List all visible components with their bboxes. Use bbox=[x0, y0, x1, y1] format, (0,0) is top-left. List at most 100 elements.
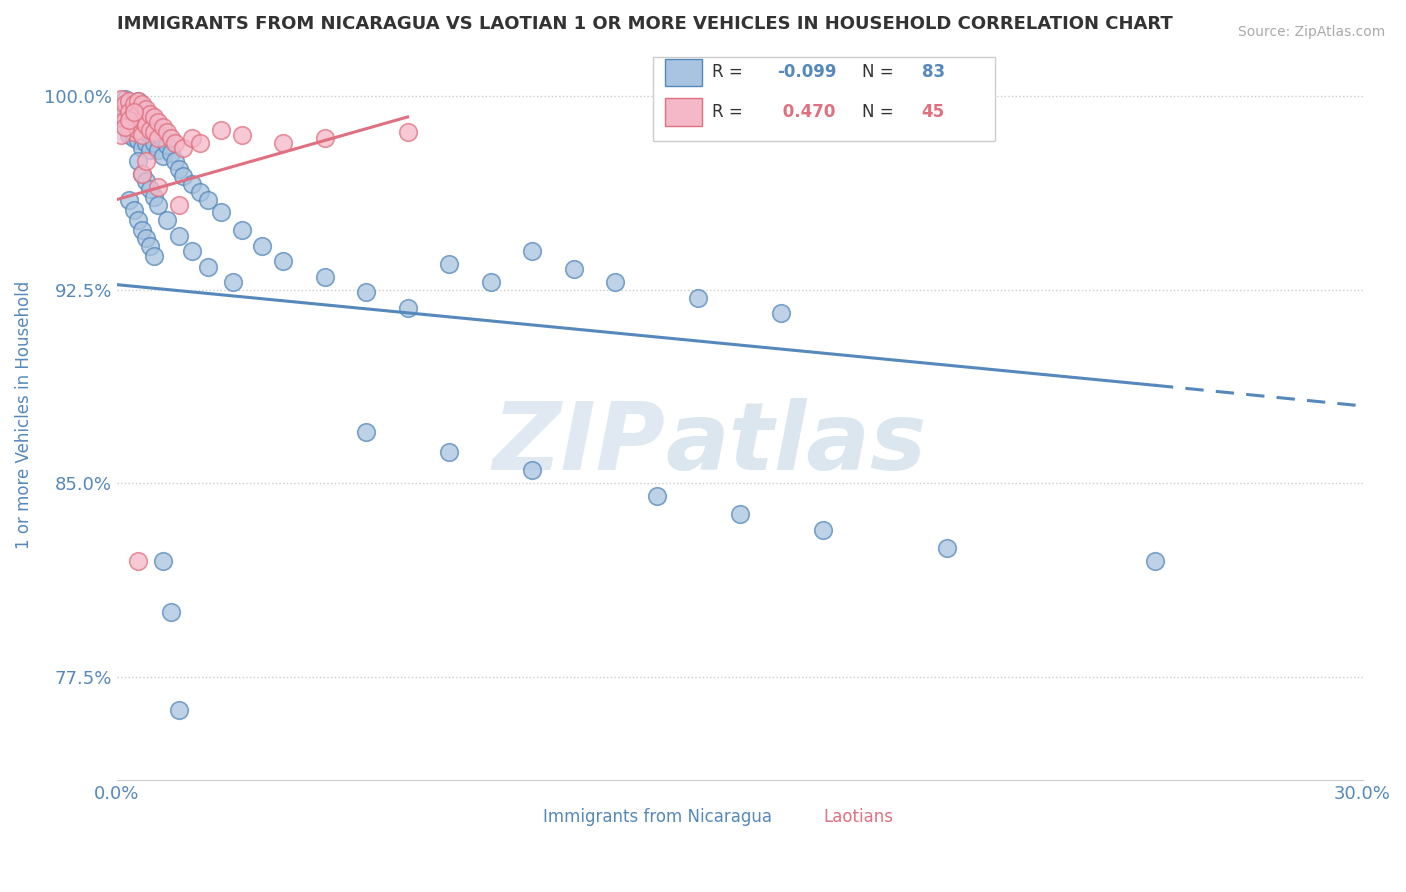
Point bbox=[110, 97, 132, 112]
Point bbox=[131, 100, 153, 114]
Text: Laotians: Laotians bbox=[824, 807, 893, 826]
Point bbox=[143, 136, 166, 150]
Text: atlas: atlas bbox=[665, 398, 927, 491]
FancyBboxPatch shape bbox=[652, 57, 995, 141]
Point bbox=[354, 425, 377, 439]
Point bbox=[209, 123, 232, 137]
Point bbox=[114, 102, 136, 116]
Point bbox=[131, 112, 153, 127]
Point bbox=[160, 606, 183, 620]
Point bbox=[770, 306, 793, 320]
Point bbox=[127, 107, 149, 121]
Point bbox=[118, 120, 141, 135]
FancyBboxPatch shape bbox=[665, 59, 703, 87]
Point bbox=[437, 445, 460, 459]
Point bbox=[118, 193, 141, 207]
Point bbox=[135, 120, 157, 135]
Point bbox=[160, 146, 183, 161]
Point bbox=[1143, 554, 1166, 568]
Point bbox=[114, 97, 136, 112]
Point bbox=[127, 213, 149, 227]
Point bbox=[135, 118, 157, 132]
Point bbox=[122, 104, 145, 119]
Point bbox=[167, 197, 190, 211]
Point bbox=[437, 257, 460, 271]
Point bbox=[131, 141, 153, 155]
Text: N =: N = bbox=[862, 63, 898, 81]
Point bbox=[165, 136, 187, 150]
Point bbox=[114, 92, 136, 106]
Text: R =: R = bbox=[713, 103, 748, 121]
Text: IMMIGRANTS FROM NICARAGUA VS LAOTIAN 1 OR MORE VEHICLES IN HOUSEHOLD CORRELATION: IMMIGRANTS FROM NICARAGUA VS LAOTIAN 1 O… bbox=[117, 15, 1173, 33]
Point bbox=[156, 125, 179, 139]
Point bbox=[139, 182, 162, 196]
Point bbox=[167, 703, 190, 717]
Point bbox=[520, 244, 543, 259]
Point bbox=[645, 489, 668, 503]
Point bbox=[148, 130, 170, 145]
Point bbox=[118, 100, 141, 114]
Point bbox=[110, 92, 132, 106]
Point bbox=[152, 554, 174, 568]
Text: -0.099: -0.099 bbox=[778, 63, 837, 81]
Point bbox=[188, 185, 211, 199]
Point bbox=[127, 95, 149, 109]
Point bbox=[127, 554, 149, 568]
Point bbox=[222, 275, 245, 289]
Point bbox=[139, 144, 162, 158]
Text: R =: R = bbox=[713, 63, 748, 81]
Point bbox=[688, 291, 710, 305]
Point bbox=[167, 161, 190, 176]
Point bbox=[197, 193, 219, 207]
Point bbox=[172, 169, 194, 184]
Point bbox=[131, 97, 153, 112]
Point bbox=[314, 269, 336, 284]
Point bbox=[127, 123, 149, 137]
Point bbox=[139, 239, 162, 253]
Point bbox=[314, 130, 336, 145]
Point bbox=[605, 275, 627, 289]
Point bbox=[127, 95, 149, 109]
Point bbox=[135, 174, 157, 188]
Point bbox=[180, 130, 202, 145]
Point bbox=[135, 136, 157, 150]
Point bbox=[562, 262, 585, 277]
Point bbox=[131, 167, 153, 181]
Point bbox=[354, 285, 377, 300]
Point bbox=[110, 107, 132, 121]
Point bbox=[118, 95, 141, 109]
Point bbox=[936, 541, 959, 555]
Point bbox=[122, 110, 145, 124]
FancyBboxPatch shape bbox=[778, 804, 814, 830]
Point bbox=[180, 244, 202, 259]
Point bbox=[148, 125, 170, 139]
Point bbox=[271, 136, 294, 150]
Point bbox=[728, 508, 751, 522]
Point bbox=[152, 148, 174, 162]
Point bbox=[143, 120, 166, 135]
Point bbox=[135, 107, 157, 121]
Point bbox=[396, 301, 419, 315]
Point bbox=[110, 128, 132, 142]
Point bbox=[148, 115, 170, 129]
Point bbox=[209, 205, 232, 219]
Point bbox=[131, 223, 153, 237]
Point bbox=[520, 463, 543, 477]
Point bbox=[188, 136, 211, 150]
Point bbox=[114, 112, 136, 127]
Point bbox=[139, 115, 162, 129]
Point bbox=[139, 107, 162, 121]
Point bbox=[122, 97, 145, 112]
Point bbox=[135, 231, 157, 245]
Point bbox=[127, 153, 149, 168]
Point bbox=[160, 130, 183, 145]
Point bbox=[811, 523, 834, 537]
Point bbox=[271, 254, 294, 268]
Point bbox=[197, 260, 219, 274]
Point bbox=[118, 104, 141, 119]
Point bbox=[143, 110, 166, 124]
Text: 45: 45 bbox=[921, 103, 945, 121]
Text: N =: N = bbox=[862, 103, 898, 121]
Point bbox=[110, 110, 132, 124]
Point bbox=[127, 104, 149, 119]
